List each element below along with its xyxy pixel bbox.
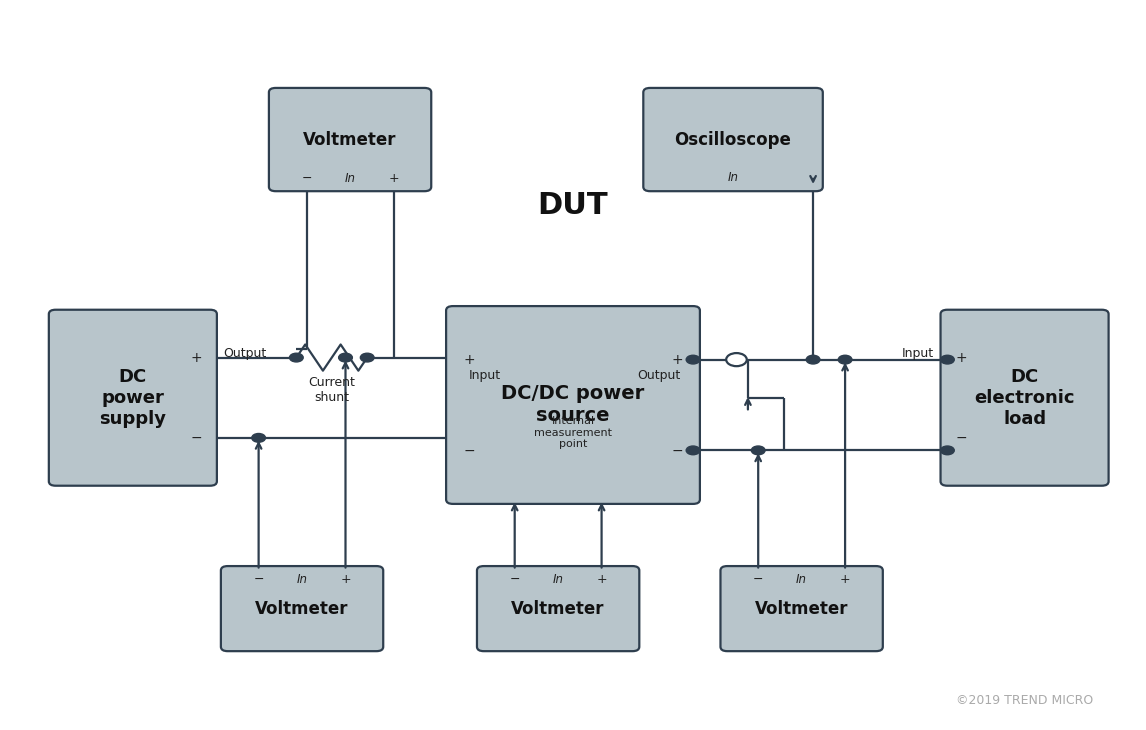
Text: −: − xyxy=(253,572,264,585)
Circle shape xyxy=(941,446,955,455)
Text: +: + xyxy=(463,353,474,366)
Text: DC/DC power
source: DC/DC power source xyxy=(502,385,644,426)
Text: +: + xyxy=(190,350,202,364)
Text: In: In xyxy=(345,172,355,185)
Circle shape xyxy=(338,353,352,362)
Circle shape xyxy=(838,356,851,364)
FancyBboxPatch shape xyxy=(221,566,383,651)
Circle shape xyxy=(807,356,819,364)
Text: Voltmeter: Voltmeter xyxy=(755,599,848,618)
Text: +: + xyxy=(840,572,850,585)
Text: DUT: DUT xyxy=(537,191,609,220)
Text: Current
shunt: Current shunt xyxy=(308,376,355,404)
Text: Voltmeter: Voltmeter xyxy=(304,131,397,149)
Circle shape xyxy=(360,353,374,362)
Text: DC
power
supply: DC power supply xyxy=(100,368,166,428)
Text: +: + xyxy=(596,572,607,585)
Text: Input: Input xyxy=(469,369,501,383)
Text: −: − xyxy=(956,431,967,445)
Circle shape xyxy=(686,446,700,455)
FancyBboxPatch shape xyxy=(49,310,217,485)
Text: ©2019 TREND MICRO: ©2019 TREND MICRO xyxy=(956,694,1093,707)
FancyBboxPatch shape xyxy=(477,566,639,651)
FancyBboxPatch shape xyxy=(721,566,882,651)
Text: In: In xyxy=(728,171,738,184)
Text: −: − xyxy=(463,443,474,458)
Text: −: − xyxy=(510,572,520,585)
Text: Oscilloscope: Oscilloscope xyxy=(675,131,792,149)
Text: +: + xyxy=(672,353,683,366)
Circle shape xyxy=(686,356,700,364)
Text: In: In xyxy=(297,572,307,585)
FancyBboxPatch shape xyxy=(269,88,431,191)
Text: −: − xyxy=(753,572,763,585)
FancyBboxPatch shape xyxy=(643,88,823,191)
Text: Internal
measurement
point: Internal measurement point xyxy=(534,416,612,449)
Text: −: − xyxy=(190,431,202,445)
Text: Output: Output xyxy=(223,347,267,361)
Text: −: − xyxy=(301,172,312,185)
Circle shape xyxy=(290,353,304,362)
FancyBboxPatch shape xyxy=(446,306,700,504)
Text: −: − xyxy=(672,443,683,458)
Text: DC
electronic
load: DC electronic load xyxy=(974,368,1075,428)
Text: +: + xyxy=(340,572,351,585)
Circle shape xyxy=(252,434,266,442)
FancyBboxPatch shape xyxy=(941,310,1108,485)
Text: +: + xyxy=(956,350,967,364)
Text: In: In xyxy=(796,572,807,585)
Text: +: + xyxy=(388,172,399,185)
Text: In: In xyxy=(552,572,564,585)
Text: Voltmeter: Voltmeter xyxy=(256,599,348,618)
Circle shape xyxy=(727,353,747,366)
Text: Input: Input xyxy=(902,347,934,361)
Circle shape xyxy=(752,446,766,455)
Circle shape xyxy=(941,356,955,364)
Text: Voltmeter: Voltmeter xyxy=(511,599,605,618)
Text: Output: Output xyxy=(637,369,681,383)
